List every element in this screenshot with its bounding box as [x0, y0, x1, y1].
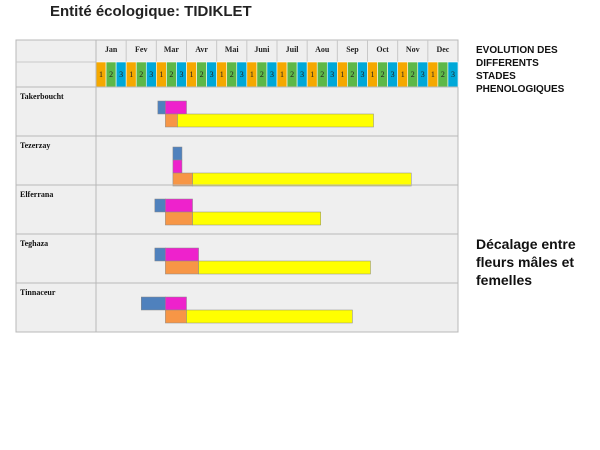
decade-label: 1: [310, 70, 314, 79]
decade-label: 2: [109, 70, 113, 79]
decade-label: 3: [451, 70, 455, 79]
row-label: Teghaza: [20, 239, 48, 248]
stage-bar-magenta: [165, 100, 187, 115]
stage-bar-orange: [165, 113, 178, 128]
decade-label: 3: [360, 70, 364, 79]
stage-bar-yellow: [177, 113, 374, 128]
decade-label: 3: [421, 70, 425, 79]
row-label: Elferrana: [20, 190, 53, 199]
decade-label: 2: [169, 70, 173, 79]
stage-bar-magenta: [165, 247, 199, 262]
decade-label: 1: [340, 70, 344, 79]
decade-label: 1: [220, 70, 224, 79]
month-label: Aou: [315, 45, 330, 54]
month-label: Jan: [105, 45, 118, 54]
decade-label: 3: [149, 70, 153, 79]
month-label: Fev: [135, 45, 147, 54]
decade-label: 1: [190, 70, 194, 79]
decade-label: 2: [290, 70, 294, 79]
decade-label: 1: [99, 70, 103, 79]
row-label: Tezerzay: [20, 141, 50, 150]
stage-bar-blue: [154, 247, 166, 262]
decade-label: 2: [381, 70, 385, 79]
decade-label: 2: [139, 70, 143, 79]
month-label: Juni: [254, 45, 270, 54]
stage-bar-blue: [141, 296, 166, 311]
page-title: Entité écologique: TIDIKLET: [50, 3, 252, 20]
decade-label: 1: [280, 70, 284, 79]
decade-label: 3: [330, 70, 334, 79]
stage-bar-orange: [165, 211, 193, 226]
row-label: Tinnaceur: [20, 288, 56, 297]
decade-label: 3: [391, 70, 395, 79]
decade-label: 2: [260, 70, 264, 79]
decade-label: 3: [210, 70, 214, 79]
month-label: Sep: [346, 45, 359, 54]
stage-bar-magenta: [172, 159, 183, 174]
stage-bar-blue: [172, 146, 183, 161]
month-label: Nov: [406, 45, 420, 54]
decade-label: 1: [431, 70, 435, 79]
month-label: Avr: [195, 45, 208, 54]
stage-bar-yellow: [192, 211, 321, 226]
month-label: Oct: [376, 45, 389, 54]
row-label: Takerboucht: [20, 92, 64, 101]
decade-label: 2: [441, 70, 445, 79]
stage-bar-magenta: [165, 198, 193, 213]
side-note: Décalage entre fleurs mâles et femelles: [476, 236, 576, 288]
decade-label: 3: [240, 70, 244, 79]
stage-bar-yellow: [186, 309, 353, 324]
decade-label: 2: [320, 70, 324, 79]
decade-label: 3: [119, 70, 123, 79]
stage-bar-magenta: [165, 296, 187, 311]
decade-label: 2: [230, 70, 234, 79]
month-label: Mar: [164, 45, 180, 54]
decade-label: 1: [371, 70, 375, 79]
stage-bar-orange: [165, 309, 187, 324]
decade-label: 1: [159, 70, 163, 79]
decade-label: 3: [300, 70, 304, 79]
stage-bar-yellow: [198, 260, 371, 275]
decade-label: 2: [200, 70, 204, 79]
month-label: Dec: [436, 45, 449, 54]
month-label: Juil: [286, 45, 300, 54]
stage-bar-yellow: [192, 172, 412, 187]
stage-bar-blue: [154, 198, 166, 213]
decade-label: 1: [250, 70, 254, 79]
decade-label: 1: [129, 70, 133, 79]
stage-bar-orange: [172, 172, 193, 187]
decade-label: 2: [411, 70, 415, 79]
stage-bar-orange: [165, 260, 199, 275]
decade-label: 3: [270, 70, 274, 79]
side-title: EVOLUTION DES DIFFERENTS STADES PHENOLOG…: [476, 45, 565, 95]
decade-label: 1: [401, 70, 405, 79]
stage-bar-blue: [157, 100, 166, 115]
decade-label: 2: [350, 70, 354, 79]
decade-label: 3: [179, 70, 183, 79]
month-label: Mai: [225, 45, 240, 54]
